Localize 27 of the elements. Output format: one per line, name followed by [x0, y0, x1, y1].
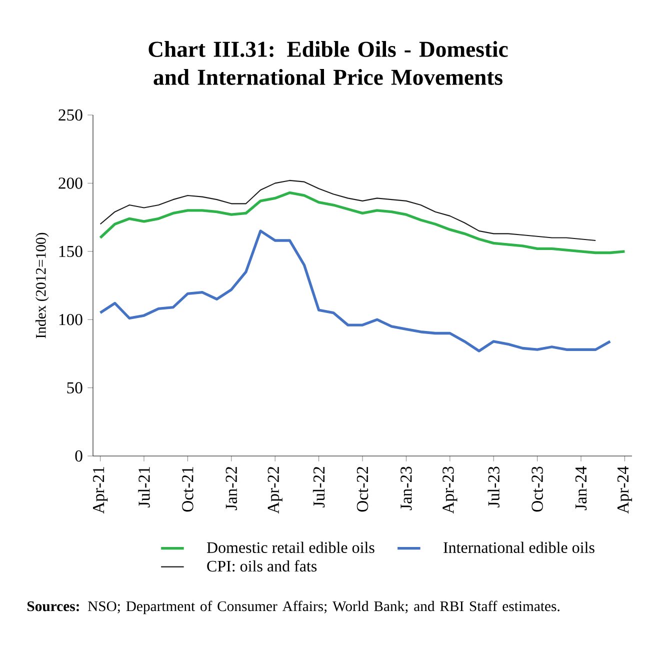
x-tick-label: Oct-23 [532, 466, 543, 512]
y-tick-label: 50 [67, 382, 82, 394]
line-series [100, 180, 596, 242]
text: Sources: NSO; Department of Consumer Affairs; World Bank; and RBI Staff estimates. [27, 600, 560, 614]
x-tick-label: Apr-23 [442, 466, 458, 514]
line-series [98, 191, 626, 254]
chart-title: Chart III.31: Edible Oils - Domestic and International Price Movements [148, 41, 508, 85]
y-tick-label: 250 [58, 109, 82, 121]
x-tick-label: Oct-22 [356, 466, 368, 512]
x-tick-label: Jan-24 [575, 466, 587, 510]
x-tick-label: Jul-22 [312, 466, 325, 508]
x-tick-label: Apr-24 [617, 466, 632, 514]
x-tick-label: Apr-21 [92, 467, 108, 514]
x-tick-label: Oct-21 [182, 467, 194, 512]
x-tick-label: Apr-22 [268, 466, 282, 514]
x-tick-label: Jul-23 [488, 466, 500, 508]
legend-label: CPI: oils and fats [207, 560, 317, 572]
y-tick-label: 150 [59, 246, 82, 258]
legend-label: International edible oils [444, 542, 594, 553]
legend-label: Domestic retail edible oils [206, 542, 374, 553]
y-tick-label: 0 [75, 450, 82, 462]
y-tick-label: 200 [58, 178, 82, 189]
x-tick-label: Jan-22 [226, 466, 237, 510]
y-axis-title: Index (2012=100) [36, 232, 49, 338]
x-tick-label: Jan-23 [400, 466, 412, 510]
y-tick-label: 100 [59, 314, 82, 326]
x-tick-label: Jul-21 [138, 467, 150, 508]
